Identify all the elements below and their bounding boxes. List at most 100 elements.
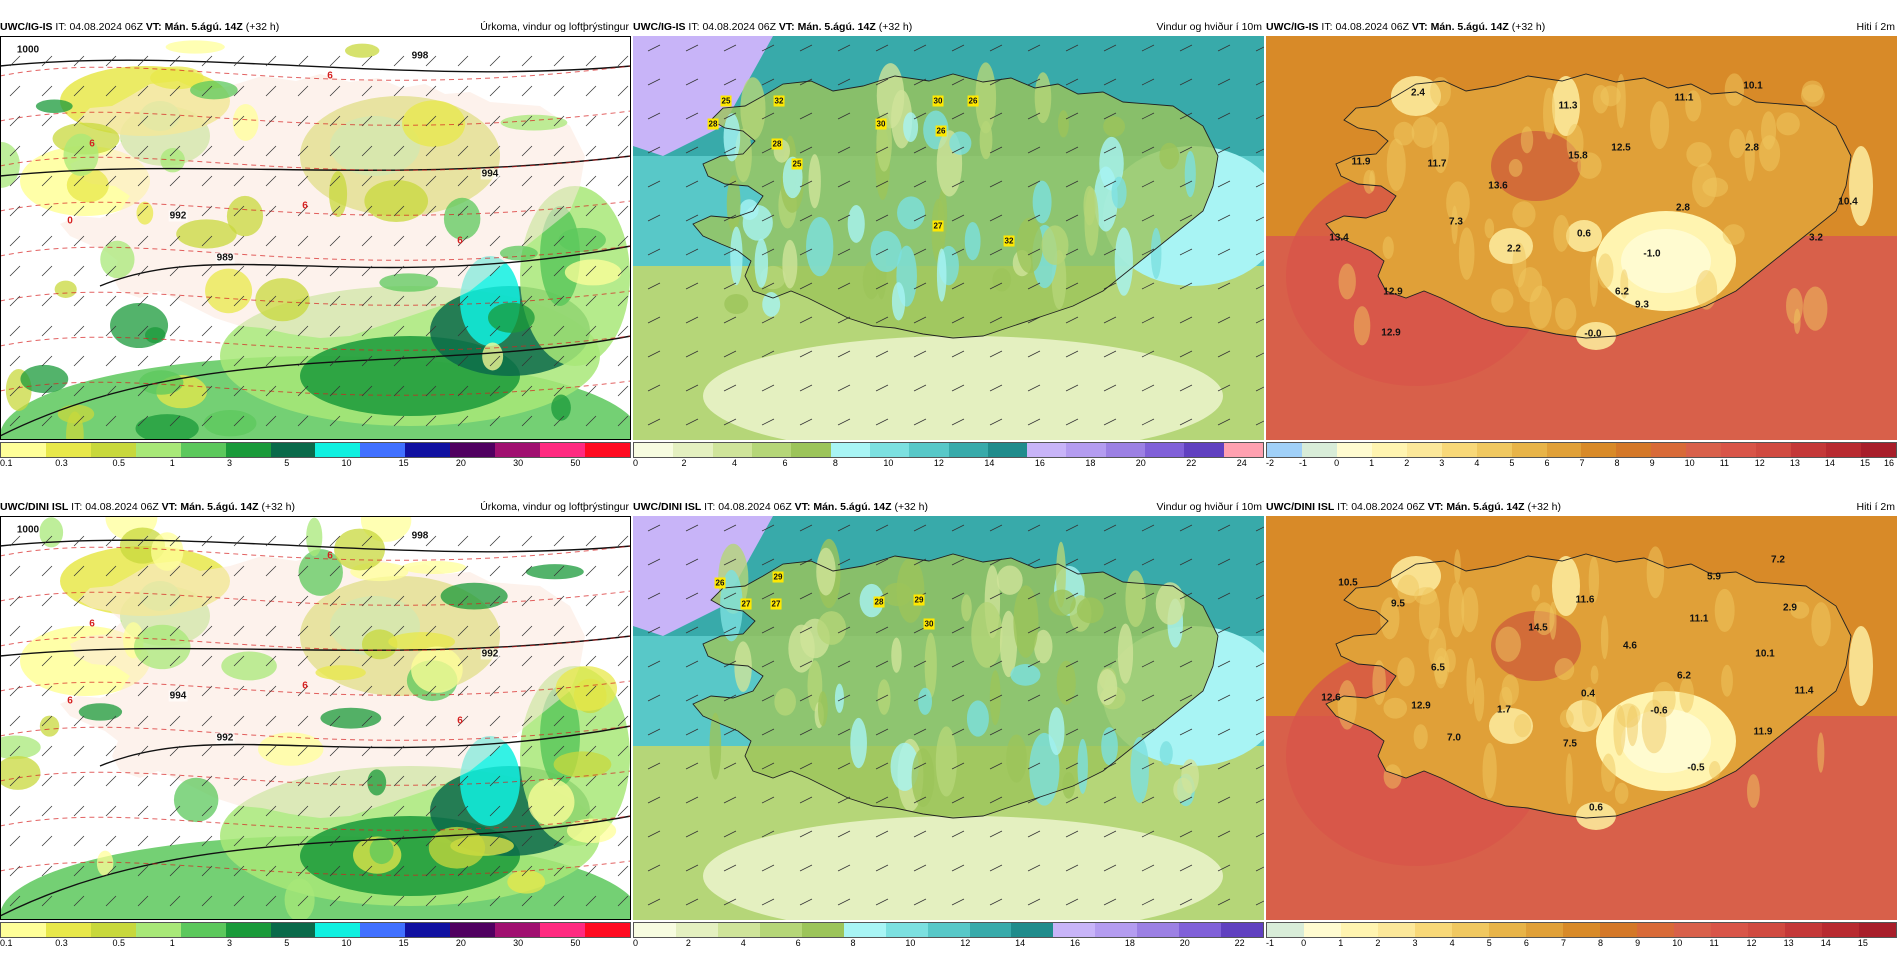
temperature-value-label: 2.8	[1745, 142, 1759, 154]
valid-time: Mán. 5.ágú. 14Z	[1430, 21, 1509, 33]
init-time-label: IT:	[688, 21, 700, 33]
temperature-value-label: 7.3	[1449, 216, 1463, 228]
init-time-label: IT:	[55, 21, 67, 33]
map-canvas	[0, 36, 631, 440]
panel-header: UWC/DINI ISL IT: 04.08.2024 06Z VT: Mán.…	[1266, 498, 1897, 516]
legend-tick-label: -1	[1266, 938, 1275, 948]
legend-swatch	[1711, 923, 1748, 937]
isobar-label: 994	[168, 690, 188, 702]
legend-swatch	[1826, 443, 1861, 457]
gust-label: 28	[771, 138, 783, 150]
legend-tick-label: 50	[570, 458, 581, 468]
legend-ticks: 0.1 0.3 0.5 1 3 5 10 15 20 30 50	[0, 458, 631, 470]
legend-swatch	[1221, 923, 1264, 937]
valid-time: Mán. 5.ágú. 14Z	[1446, 501, 1525, 513]
legend-tick-label: 9	[1649, 458, 1655, 468]
init-time-label: IT:	[1321, 21, 1333, 33]
panel-title: Úrkoma, vindur og loftþrýstingur	[480, 501, 629, 513]
init-time-label: IT:	[1337, 501, 1349, 513]
temperature-value-label: 2.2	[1507, 243, 1521, 255]
legend-tick-label: 18	[1124, 938, 1135, 948]
lead-time: (+32 h)	[261, 501, 296, 513]
gust-label: 29	[772, 571, 784, 583]
legend-tick-label: 0.5	[112, 458, 125, 468]
legend-tick-label: 0	[633, 458, 639, 468]
legend-tick-label: 15	[1859, 458, 1870, 468]
model-name: UWC/DINI ISL	[1266, 501, 1335, 513]
map-canvas	[633, 36, 1264, 440]
legend-swatch	[45, 923, 91, 937]
forecast-panel-wind: UWC/IG-IS IT: 04.08.2024 06Z VT: Mán. 5.…	[633, 18, 1264, 478]
legend-swatch	[1341, 923, 1378, 937]
map-wind: 26 29 27 28 29 27 30	[633, 516, 1264, 920]
temperature-line-label: 6	[457, 235, 463, 247]
model-name: UWC/DINI ISL	[633, 501, 702, 513]
temperature-value-label: -0.6	[1650, 705, 1668, 717]
legend-swatch	[1476, 443, 1512, 457]
legend-swatch	[1785, 923, 1822, 937]
forecast-panel-temp: UWC/DINI ISL IT: 04.08.2024 06Z VT: Mán.…	[1266, 498, 1897, 958]
valid-time: Mán. 5.ágú. 14Z	[797, 21, 876, 33]
legend-swatch	[1637, 923, 1674, 937]
valid-time: Mán. 5.ágú. 14Z	[180, 501, 259, 513]
legend-tick-label: 22	[1234, 938, 1245, 948]
temperature-value-label: 2.8	[1676, 202, 1690, 214]
init-time: 04.08.2024 06Z	[85, 501, 159, 513]
temperature-value-label: 12.9	[1381, 327, 1401, 339]
isobar-label: 998	[410, 50, 430, 62]
legend-swatch	[673, 443, 713, 457]
legend-swatch	[1859, 923, 1896, 937]
temperature-value-label: 11.4	[1794, 685, 1814, 697]
temperature-value-label: 0.6	[1577, 228, 1591, 240]
temperature-value-label: 12.9	[1411, 700, 1431, 712]
legend-colorbar	[0, 922, 631, 938]
legend-swatch	[830, 443, 870, 457]
legend-swatch	[1721, 443, 1757, 457]
temperature-value-label: 10.1	[1755, 648, 1775, 660]
temperature-line-label: 6	[457, 715, 463, 727]
legend-swatch	[495, 923, 541, 937]
isobar-label: 994	[480, 168, 500, 180]
legend-swatch	[1027, 443, 1067, 457]
color-legend: 0 2 4 6 8 10 12 14 16 18 20 22	[633, 922, 1264, 952]
legend-tick-label: 6	[782, 458, 788, 468]
init-time-label: IT:	[71, 501, 83, 513]
lead-time: (+32 h)	[245, 21, 280, 33]
legend-swatch	[1184, 443, 1224, 457]
gust-label: 27	[932, 220, 944, 232]
legend-tick-label: 9	[1635, 938, 1641, 948]
legend-swatch	[1686, 443, 1722, 457]
legend-swatch	[1378, 923, 1415, 937]
legend-swatch	[315, 443, 361, 457]
init-time: 04.08.2024 06Z	[702, 21, 776, 33]
gust-label: 28	[707, 118, 719, 130]
temperature-value-label: 11.9	[1351, 156, 1371, 168]
legend-tick-label: 11	[1719, 458, 1730, 468]
legend-swatch	[1011, 923, 1054, 937]
legend-tick-label: 10	[341, 938, 352, 948]
color-legend: 0.1 0.3 0.5 1 3 5 10 15 20 30 50	[0, 922, 631, 952]
legend-tick-label: 14	[1015, 938, 1026, 948]
map-temp: 2.4 11.1 10.1 11.3 11.9 11.7 15.8 12.5 2.8 13.6 10…	[1266, 36, 1897, 440]
map-canvas	[1266, 36, 1897, 440]
legend-ticks: -1 0 1 2 3 4 5 6 7 8 9 10 11 12 13 14 15	[1266, 938, 1897, 950]
temperature-value-label: 13.6	[1488, 180, 1508, 192]
temperature-value-label: 14.5	[1528, 622, 1548, 634]
legend-swatch	[90, 923, 136, 937]
gust-label: 30	[875, 118, 887, 130]
legend-swatch	[1145, 443, 1185, 457]
legend-tick-label: 1	[1338, 938, 1344, 948]
legend-swatch	[1563, 923, 1600, 937]
legend-swatch	[1304, 923, 1341, 937]
isobar-label: 1000	[15, 524, 41, 536]
init-time: 04.08.2024 06Z	[718, 501, 792, 513]
legend-tick-label: 14	[984, 458, 995, 468]
panel-header: UWC/IG-IS IT: 04.08.2024 06Z VT: Mán. 5.…	[633, 18, 1264, 36]
legend-ticks: -2 -1 0 1 2 3 4 5 6 7 8 9 10 11 12 13 14 15 16	[1266, 458, 1897, 470]
gust-label: 30	[932, 95, 944, 107]
legend-tick-label: 8	[850, 938, 856, 948]
temperature-value-label: 3.2	[1809, 232, 1823, 244]
legend-tick-label: 10	[1684, 458, 1695, 468]
legend-tick-label: 5	[1509, 458, 1515, 468]
legend-tick-label: 20	[455, 458, 466, 468]
